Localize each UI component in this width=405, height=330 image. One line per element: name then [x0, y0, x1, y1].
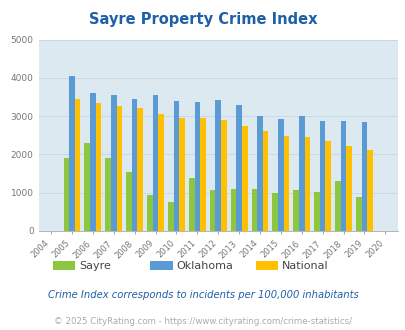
- Text: © 2025 CityRating.com - https://www.cityrating.com/crime-statistics/: © 2025 CityRating.com - https://www.city…: [54, 317, 351, 326]
- Bar: [361, 122, 367, 231]
- Bar: [152, 95, 158, 231]
- Bar: [292, 190, 298, 231]
- Bar: [236, 105, 241, 231]
- Bar: [194, 102, 200, 231]
- Bar: [304, 137, 309, 231]
- Bar: [147, 195, 152, 231]
- Bar: [277, 119, 283, 231]
- Bar: [105, 158, 111, 231]
- Bar: [340, 121, 345, 231]
- Bar: [116, 106, 122, 231]
- Bar: [334, 181, 340, 231]
- Bar: [168, 202, 173, 231]
- Bar: [126, 172, 132, 231]
- Bar: [111, 95, 116, 231]
- Text: Crime Index corresponds to incidents per 100,000 inhabitants: Crime Index corresponds to incidents per…: [47, 290, 358, 300]
- Bar: [215, 100, 220, 231]
- Bar: [230, 189, 236, 231]
- Bar: [251, 189, 256, 231]
- Bar: [241, 126, 247, 231]
- Bar: [179, 118, 184, 231]
- Bar: [256, 116, 262, 231]
- Bar: [325, 141, 330, 231]
- Bar: [319, 121, 325, 231]
- Bar: [200, 118, 205, 231]
- Bar: [96, 103, 101, 231]
- Text: Sayre Property Crime Index: Sayre Property Crime Index: [89, 12, 316, 26]
- Bar: [90, 93, 96, 231]
- Bar: [313, 192, 319, 231]
- Bar: [272, 193, 277, 231]
- Bar: [283, 136, 289, 231]
- Bar: [75, 99, 80, 231]
- Text: Oklahoma: Oklahoma: [176, 261, 233, 271]
- Bar: [84, 143, 90, 231]
- Bar: [173, 101, 179, 231]
- Bar: [355, 197, 361, 231]
- Bar: [262, 131, 268, 231]
- Bar: [63, 158, 69, 231]
- Text: National: National: [281, 261, 328, 271]
- Bar: [132, 99, 137, 231]
- Bar: [298, 116, 304, 231]
- Bar: [69, 76, 75, 231]
- Bar: [158, 114, 164, 231]
- Bar: [345, 147, 351, 231]
- Bar: [188, 178, 194, 231]
- Bar: [137, 108, 143, 231]
- Bar: [220, 120, 226, 231]
- Bar: [209, 190, 215, 231]
- Text: Sayre: Sayre: [79, 261, 111, 271]
- Bar: [367, 150, 372, 231]
